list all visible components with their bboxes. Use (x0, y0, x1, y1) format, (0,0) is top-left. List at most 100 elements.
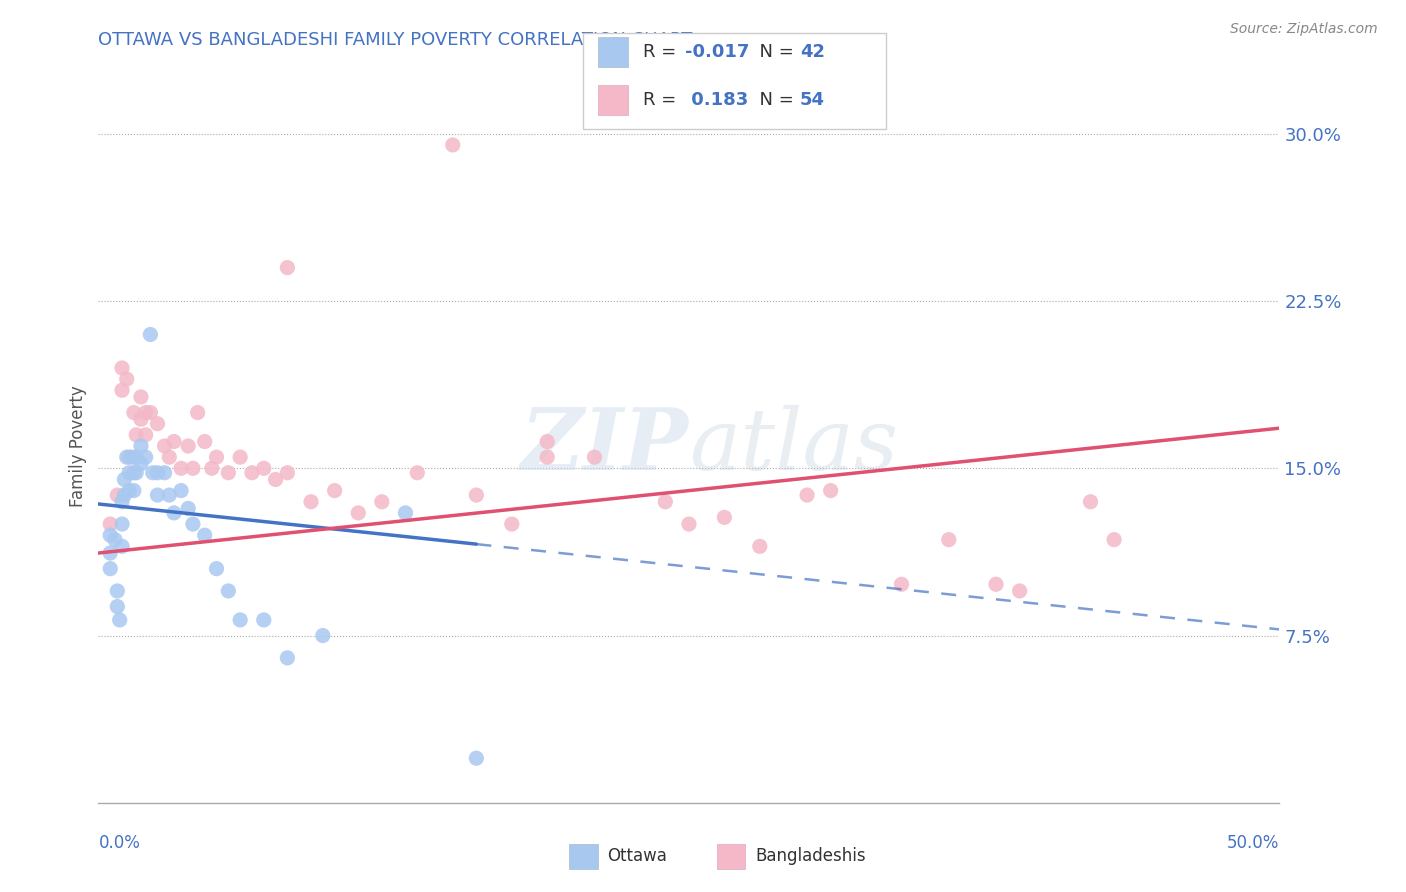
Point (115, 372, 138, 386)
Point (347, 506, 370, 520)
Point (142, 466, 165, 480)
Point (111, 384, 134, 398)
Point (536, 450, 558, 465)
Point (111, 539, 134, 553)
Text: N =: N = (748, 43, 800, 61)
Point (170, 461, 193, 475)
Point (125, 450, 148, 465)
Point (111, 360, 134, 375)
Text: 50.0%: 50.0% (1227, 834, 1279, 852)
Point (1080, 494, 1102, 508)
Point (146, 417, 169, 431)
Point (181, 461, 204, 475)
Point (115, 450, 138, 465)
Point (129, 390, 152, 404)
Point (253, 461, 276, 475)
Text: -0.017: -0.017 (685, 43, 749, 61)
Point (187, 405, 209, 420)
Point (205, 562, 228, 576)
Point (217, 466, 239, 480)
Point (135, 450, 157, 465)
Point (194, 434, 217, 449)
Point (125, 427, 148, 442)
Point (1102, 533, 1125, 547)
Point (125, 466, 148, 480)
Point (153, 439, 176, 453)
Point (135, 427, 157, 442)
Point (890, 577, 912, 591)
Point (105, 599, 128, 614)
Point (112, 473, 135, 487)
Point (104, 533, 127, 547)
Point (299, 494, 322, 508)
Point (121, 450, 143, 465)
Point (129, 457, 152, 471)
Point (323, 483, 346, 498)
Point (276, 651, 298, 665)
Point (820, 483, 842, 498)
Point (217, 583, 239, 598)
Point (938, 533, 960, 547)
Text: R =: R = (643, 91, 682, 109)
Text: 0.0%: 0.0% (98, 834, 141, 852)
Point (276, 466, 298, 480)
Point (139, 327, 162, 342)
Point (984, 577, 1007, 591)
Point (205, 450, 228, 465)
Point (122, 483, 145, 498)
Point (312, 628, 335, 642)
Point (98, 517, 121, 532)
Point (229, 450, 252, 465)
Point (135, 405, 157, 420)
Point (98, 546, 121, 560)
Point (129, 439, 152, 453)
Point (264, 473, 287, 487)
Text: Bangladeshis: Bangladeshis (755, 847, 866, 865)
Point (394, 506, 416, 520)
Point (111, 494, 134, 508)
Point (536, 434, 558, 449)
Point (253, 613, 276, 627)
Point (194, 528, 217, 542)
Point (170, 483, 193, 498)
Point (122, 405, 145, 420)
Point (177, 501, 200, 516)
Text: N =: N = (748, 91, 800, 109)
Point (796, 488, 818, 502)
Point (163, 506, 186, 520)
Point (441, 138, 464, 153)
Point (181, 517, 204, 532)
Point (748, 539, 770, 553)
Point (112, 488, 135, 502)
Point (177, 439, 200, 453)
Text: 42: 42 (800, 43, 825, 61)
Y-axis label: Family Poverty: Family Poverty (69, 385, 87, 507)
Point (163, 434, 186, 449)
Point (122, 466, 145, 480)
Text: Source: ZipAtlas.com: Source: ZipAtlas.com (1230, 22, 1378, 37)
Point (406, 466, 429, 480)
Text: Ottawa: Ottawa (607, 847, 668, 865)
Point (98, 562, 121, 576)
Point (157, 450, 180, 465)
Point (583, 450, 606, 465)
Point (108, 613, 131, 627)
Point (118, 483, 141, 498)
Point (201, 461, 224, 475)
Point (118, 450, 141, 465)
Point (501, 517, 523, 532)
Point (111, 517, 134, 532)
Point (678, 517, 700, 532)
Point (465, 488, 488, 502)
Point (146, 488, 169, 502)
Point (153, 466, 176, 480)
Point (129, 412, 152, 426)
Point (98, 528, 121, 542)
Point (146, 466, 169, 480)
Point (371, 494, 394, 508)
Point (1008, 583, 1031, 598)
Point (229, 613, 252, 627)
Point (465, 751, 488, 765)
Text: R =: R = (643, 43, 682, 61)
Text: 54: 54 (800, 91, 825, 109)
